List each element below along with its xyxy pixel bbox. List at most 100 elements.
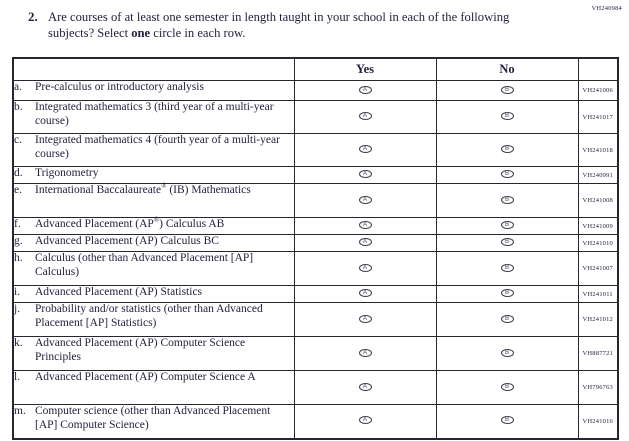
no-response-bubble[interactable]: B xyxy=(500,145,514,153)
yes-response-bubble[interactable]: A xyxy=(358,382,372,391)
yes-cell: A xyxy=(293,166,437,184)
no-response-bubble[interactable]: B xyxy=(500,348,514,357)
no-cell: B xyxy=(435,100,579,134)
row-letter: c. xyxy=(14,134,22,146)
yes-response-bubble[interactable]: A xyxy=(358,195,372,204)
question-text-before: Are courses of at least one semester in … xyxy=(48,10,510,40)
subject-cell: b. Integrated mathematics 3 (third year … xyxy=(12,100,295,134)
yes-cell: A xyxy=(293,234,437,252)
no-response-bubble[interactable]: B xyxy=(500,195,514,204)
yes-response-bubble[interactable]: A xyxy=(358,85,372,94)
row-subject-text: Trigonometry xyxy=(35,167,99,179)
row-letter: i. xyxy=(14,286,21,298)
no-header: No xyxy=(435,57,579,81)
no-response-bubble[interactable]: B xyxy=(500,85,514,94)
table-row: k. Advanced Placement (AP) Computer Scie… xyxy=(12,336,619,371)
table-row: a. Pre-calculus or introductory analysis… xyxy=(12,80,619,101)
question-number: 2. xyxy=(28,9,38,24)
table-row: l. Advanced Placement (AP) Computer Scie… xyxy=(12,370,619,405)
table-row: j. Probability and/or statistics (other … xyxy=(12,302,619,337)
row-letter: l. xyxy=(14,371,21,383)
subject-header xyxy=(12,57,295,81)
subject-cell: c. Integrated mathematics 4 (fourth year… xyxy=(12,133,295,167)
subject-cell: g. Advanced Placement (AP) Calculus BC xyxy=(12,234,295,252)
yes-response-bubble[interactable]: A xyxy=(358,263,372,272)
form-item-code: VH240984 xyxy=(591,5,622,12)
no-response-bubble[interactable]: B xyxy=(500,170,514,178)
no-response-bubble[interactable]: B xyxy=(500,289,514,297)
row-subject-text: Advanced Placement (AP®) Calculus AB xyxy=(35,216,225,230)
no-cell: B xyxy=(435,336,579,371)
row-subject-text: Integrated mathematics 4 (fourth year of… xyxy=(35,134,280,160)
row-item-code: VH241012 xyxy=(577,302,619,337)
row-item-code: VH241008 xyxy=(577,183,619,218)
yes-response-bubble[interactable]: A xyxy=(358,348,372,357)
table-row: m. Computer science (other than Advanced… xyxy=(12,404,619,439)
no-response-bubble[interactable]: B xyxy=(500,314,514,323)
row-letter: k. xyxy=(14,337,23,349)
yes-response-bubble[interactable]: A xyxy=(358,221,372,229)
no-response-bubble[interactable]: B xyxy=(500,221,514,229)
row-item-code: VH796763 xyxy=(577,370,619,405)
table-row: g. Advanced Placement (AP) Calculus BC A… xyxy=(12,234,619,252)
yes-cell: A xyxy=(293,336,437,371)
yes-cell: A xyxy=(293,251,437,286)
table-row: i. Advanced Placement (AP) Statistics A … xyxy=(12,285,619,303)
table-row: d. Trigonometry A B VH240991 xyxy=(12,166,619,184)
yes-response-bubble[interactable]: A xyxy=(358,416,372,425)
subject-cell: j. Probability and/or statistics (other … xyxy=(12,302,295,337)
row-item-code: VH887721 xyxy=(577,336,619,371)
row-letter: g. xyxy=(14,235,23,247)
subjects-table-body: a. Pre-calculus or introductory analysis… xyxy=(12,80,619,439)
row-item-code: VH241011 xyxy=(577,285,619,303)
row-letter: e. xyxy=(14,184,22,196)
row-item-code: VH240991 xyxy=(577,166,619,184)
no-response-bubble[interactable]: B xyxy=(500,238,514,246)
subject-cell: a. Pre-calculus or introductory analysis xyxy=(12,80,295,101)
no-cell: B xyxy=(435,133,579,167)
subject-cell: k. Advanced Placement (AP) Computer Scie… xyxy=(12,336,295,371)
yes-response-bubble[interactable]: A xyxy=(358,170,372,178)
row-item-code: VH241007 xyxy=(577,251,619,286)
no-response-bubble[interactable]: B xyxy=(500,112,514,120)
yes-cell: A xyxy=(293,370,437,405)
yes-cell: A xyxy=(293,302,437,337)
table-row: c. Integrated mathematics 4 (fourth year… xyxy=(12,133,619,167)
yes-response-bubble[interactable]: A xyxy=(358,314,372,323)
row-subject-text: Advanced Placement (AP) Computer Science… xyxy=(35,337,246,363)
table-row: h. Calculus (other than Advanced Placeme… xyxy=(12,251,619,286)
table-row: f. Advanced Placement (AP®) Calculus AB … xyxy=(12,216,619,235)
row-letter: f. xyxy=(14,218,21,230)
no-cell: B xyxy=(435,80,579,101)
row-subject-text: Advanced Placement (AP) Computer Science… xyxy=(35,371,256,383)
no-cell: B xyxy=(435,285,579,303)
question-text: Are courses of at least one semester in … xyxy=(48,9,526,41)
subject-cell: i. Advanced Placement (AP) Statistics xyxy=(12,285,295,303)
row-item-code: VH241009 xyxy=(577,217,619,235)
yes-response-bubble[interactable]: A xyxy=(358,145,372,153)
subject-cell: d. Trigonometry xyxy=(12,166,295,184)
subject-cell: h. Calculus (other than Advanced Placeme… xyxy=(12,251,295,286)
yes-cell: A xyxy=(293,133,437,167)
yes-response-bubble[interactable]: A xyxy=(358,289,372,297)
question-text-bold: one xyxy=(131,26,151,40)
no-cell: B xyxy=(435,217,579,235)
no-response-bubble[interactable]: B xyxy=(500,416,514,425)
question-block: 2. Are courses of at least one semester … xyxy=(28,9,526,41)
yes-cell: A xyxy=(293,80,437,101)
row-subject-text: Calculus (other than Advanced Placement … xyxy=(35,252,254,278)
no-response-bubble[interactable]: B xyxy=(500,263,514,272)
no-cell: B xyxy=(435,251,579,286)
yes-response-bubble[interactable]: A xyxy=(358,112,372,120)
yes-response-bubble[interactable]: A xyxy=(358,238,372,246)
no-cell: B xyxy=(435,302,579,337)
table-row: e. International Baccalaureate® (IB) Mat… xyxy=(12,183,619,218)
table-row: b. Integrated mathematics 3 (third year … xyxy=(12,100,619,134)
yes-header: Yes xyxy=(293,57,437,81)
no-response-bubble[interactable]: B xyxy=(500,382,514,391)
row-subject-text: Computer science (other than Advanced Pl… xyxy=(35,405,271,431)
subjects-table: Yes No a. Pre-calculus or introductory a… xyxy=(12,57,619,440)
yes-cell: A xyxy=(293,285,437,303)
no-cell: B xyxy=(435,234,579,252)
row-item-code: VH241010 xyxy=(577,234,619,252)
